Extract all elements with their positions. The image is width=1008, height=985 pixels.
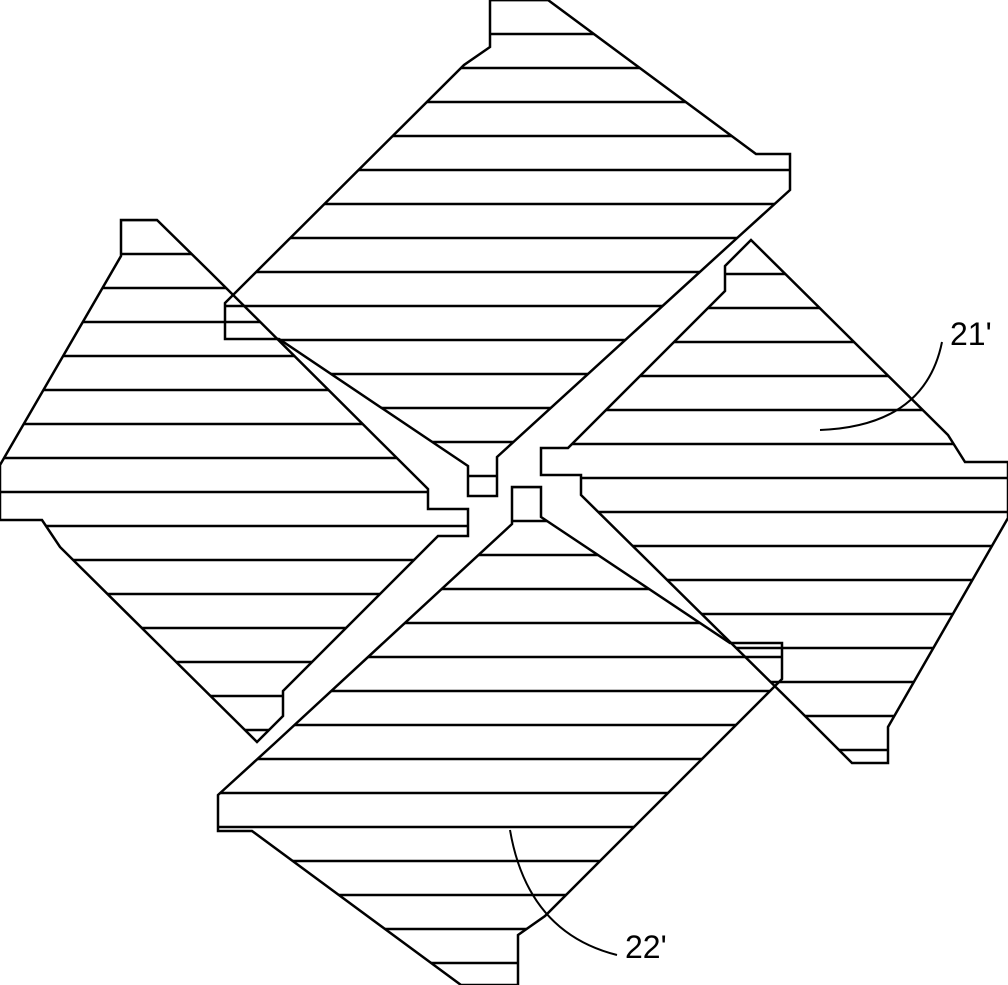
shape-bottom [218,487,782,985]
label-22: 22' [625,929,667,966]
label-21: 21' [950,316,992,353]
shape-top [225,0,790,496]
shape-right [541,240,1008,763]
shape-left [0,220,468,742]
diagram-svg [0,0,1008,985]
hatch-bottom [198,453,802,985]
